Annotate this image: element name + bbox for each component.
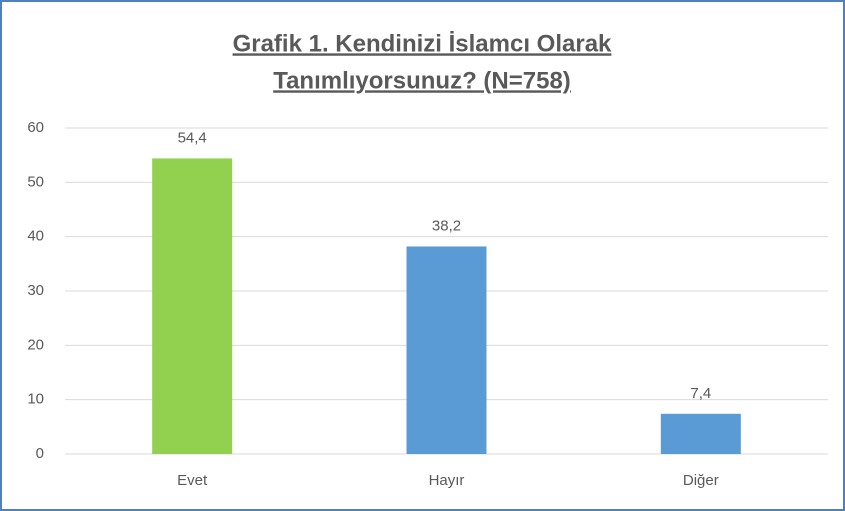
chart-title: Tanımlıyorsunuz? (N=758) [273,67,571,94]
y-tick-label: 10 [27,391,44,408]
bar [152,158,233,454]
y-tick-label: 50 [27,173,44,190]
y-tick-label: 40 [27,228,44,245]
data-label: 54,4 [178,129,207,146]
x-tick-label: Hayır [429,472,465,489]
y-tick-label: 60 [27,119,44,136]
bar [406,246,487,454]
data-label: 7,4 [690,385,711,402]
x-tick-label: Evet [177,472,208,489]
y-tick-label: 30 [27,282,44,299]
y-tick-label: 20 [27,336,44,353]
chart-title: Grafik 1. Kendinizi İslamcı Olarak [233,30,612,57]
bar [660,413,741,454]
x-tick-label: Diğer [683,472,719,489]
data-label: 38,2 [432,217,461,234]
y-tick-label: 0 [36,445,44,462]
